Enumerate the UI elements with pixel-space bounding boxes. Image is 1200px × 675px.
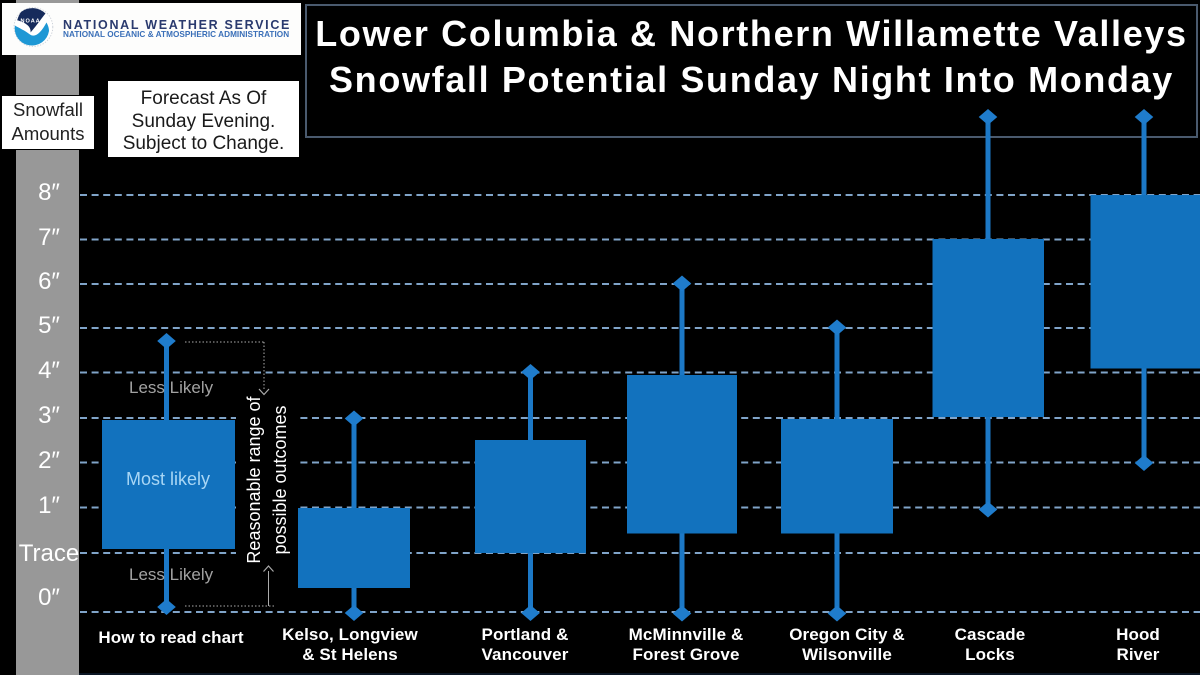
svg-text:NOAA: NOAA	[21, 18, 41, 24]
svg-text:possible outcomes: possible outcomes	[270, 405, 290, 554]
svg-text:Reasonable range of: Reasonable range of	[244, 395, 264, 563]
